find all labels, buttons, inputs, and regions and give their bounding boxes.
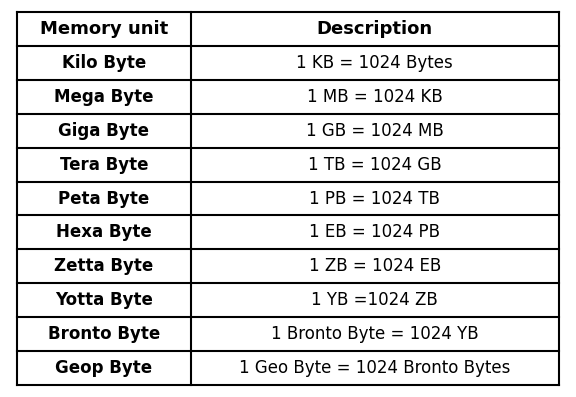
Text: 1 EB = 1024 PB: 1 EB = 1024 PB <box>309 224 440 241</box>
Text: 1 YB =1024 ZB: 1 YB =1024 ZB <box>311 291 438 309</box>
Text: 1 TB = 1024 GB: 1 TB = 1024 GB <box>308 156 441 173</box>
Text: Description: Description <box>317 20 433 38</box>
Text: Peta Byte: Peta Byte <box>58 189 150 208</box>
Text: 1 ZB = 1024 EB: 1 ZB = 1024 EB <box>309 257 441 276</box>
Text: Mega Byte: Mega Byte <box>54 88 154 106</box>
Text: 1 GB = 1024 MB: 1 GB = 1024 MB <box>306 121 444 140</box>
Text: 1 Geo Byte = 1024 Bronto Bytes: 1 Geo Byte = 1024 Bronto Bytes <box>239 359 510 377</box>
Text: Tera Byte: Tera Byte <box>60 156 148 173</box>
Text: 1 PB = 1024 TB: 1 PB = 1024 TB <box>309 189 440 208</box>
Text: 1 MB = 1024 KB: 1 MB = 1024 KB <box>307 88 442 106</box>
Text: Memory unit: Memory unit <box>40 20 168 38</box>
Text: Giga Byte: Giga Byte <box>58 121 149 140</box>
Text: 1 KB = 1024 Bytes: 1 KB = 1024 Bytes <box>296 54 453 72</box>
Text: Geop Byte: Geop Byte <box>55 359 153 377</box>
Text: Zetta Byte: Zetta Byte <box>54 257 154 276</box>
Text: 1 Bronto Byte = 1024 YB: 1 Bronto Byte = 1024 YB <box>271 325 479 343</box>
Text: Bronto Byte: Bronto Byte <box>48 325 160 343</box>
Text: Hexa Byte: Hexa Byte <box>56 224 152 241</box>
Text: Kilo Byte: Kilo Byte <box>62 54 146 72</box>
Text: Yotta Byte: Yotta Byte <box>55 291 153 309</box>
